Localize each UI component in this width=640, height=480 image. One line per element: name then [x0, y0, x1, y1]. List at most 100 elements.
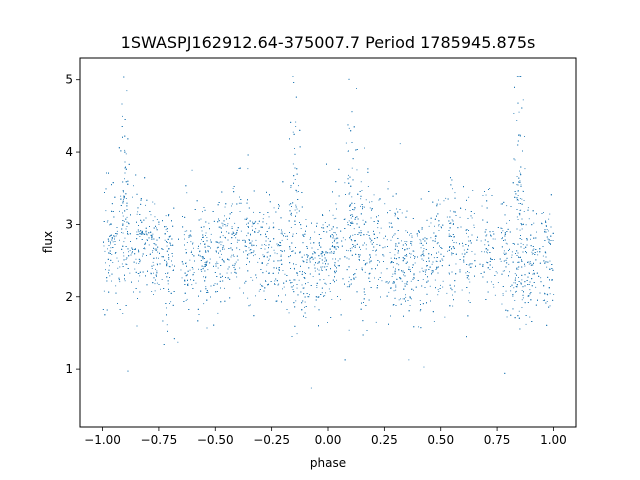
data-point [260, 248, 262, 249]
data-point [369, 237, 371, 239]
data-point [122, 223, 124, 225]
data-point [452, 188, 453, 190]
data-point [222, 225, 224, 227]
data-point [292, 131, 294, 133]
data-point [268, 258, 270, 260]
data-point [392, 273, 394, 275]
data-point [154, 203, 156, 205]
data-point [188, 236, 190, 238]
data-point [326, 260, 327, 262]
data-point [214, 283, 216, 285]
data-point [423, 271, 425, 272]
data-point [401, 240, 402, 242]
data-point [266, 223, 268, 225]
data-point [468, 272, 470, 274]
data-point [290, 214, 292, 216]
data-point [153, 294, 154, 295]
data-point [466, 275, 468, 276]
data-point [517, 261, 519, 263]
data-point [346, 257, 348, 259]
data-point [248, 247, 250, 249]
data-point [482, 195, 484, 196]
data-point [348, 281, 350, 283]
data-point [536, 251, 538, 253]
data-point [413, 277, 415, 278]
data-point [468, 264, 470, 266]
data-point [187, 270, 189, 272]
data-point [426, 269, 427, 271]
data-point [511, 254, 513, 256]
data-point [192, 288, 194, 289]
data-point [513, 158, 515, 160]
data-point [279, 245, 280, 246]
data-point [437, 289, 439, 291]
data-point [222, 223, 224, 225]
data-point [426, 219, 428, 221]
data-point [337, 260, 339, 262]
data-point [124, 280, 126, 282]
data-point [259, 258, 260, 260]
data-point [239, 267, 241, 269]
data-point [411, 241, 413, 243]
data-point [533, 222, 535, 224]
data-point [255, 239, 257, 241]
data-point [513, 282, 515, 284]
data-point [370, 241, 372, 243]
data-point [111, 254, 113, 255]
data-point [122, 215, 124, 217]
data-point [410, 253, 412, 255]
data-point [204, 265, 206, 267]
data-point [156, 263, 158, 265]
data-point [455, 263, 457, 265]
data-point [495, 271, 497, 273]
data-point [260, 226, 262, 228]
data-point [387, 188, 389, 190]
data-point [247, 297, 249, 299]
data-point [167, 273, 169, 274]
data-point [236, 247, 238, 249]
data-point [296, 233, 297, 234]
data-point [532, 253, 534, 254]
data-point [298, 185, 299, 187]
data-point [492, 284, 494, 285]
data-point [459, 216, 461, 218]
data-point [250, 242, 252, 244]
data-point [184, 280, 186, 282]
data-point [156, 248, 158, 250]
data-point [411, 236, 413, 238]
data-point [441, 248, 443, 249]
data-point [351, 111, 353, 113]
data-point [496, 272, 498, 274]
data-point [123, 191, 124, 193]
data-point [166, 265, 168, 267]
data-point [514, 159, 516, 161]
data-point [517, 219, 519, 220]
data-point [290, 203, 292, 205]
data-point [350, 239, 352, 240]
data-point [189, 269, 191, 271]
data-point [413, 277, 415, 279]
data-point [329, 291, 331, 292]
data-point [186, 274, 188, 276]
data-point [302, 271, 303, 273]
data-point [125, 259, 127, 260]
data-point [189, 259, 191, 261]
data-point [517, 184, 519, 186]
data-point [257, 261, 259, 263]
data-point [439, 203, 441, 205]
data-point [451, 254, 453, 256]
data-point [177, 341, 179, 343]
data-point [473, 213, 475, 214]
data-point [188, 237, 190, 238]
data-point [238, 202, 240, 204]
data-point [209, 262, 211, 264]
data-point [265, 281, 267, 282]
data-point [102, 309, 104, 310]
data-point [410, 241, 412, 242]
data-point [327, 252, 329, 254]
data-point [494, 259, 495, 260]
data-point [117, 303, 118, 304]
data-point [392, 266, 394, 268]
data-point [469, 281, 471, 283]
data-point [266, 264, 268, 266]
